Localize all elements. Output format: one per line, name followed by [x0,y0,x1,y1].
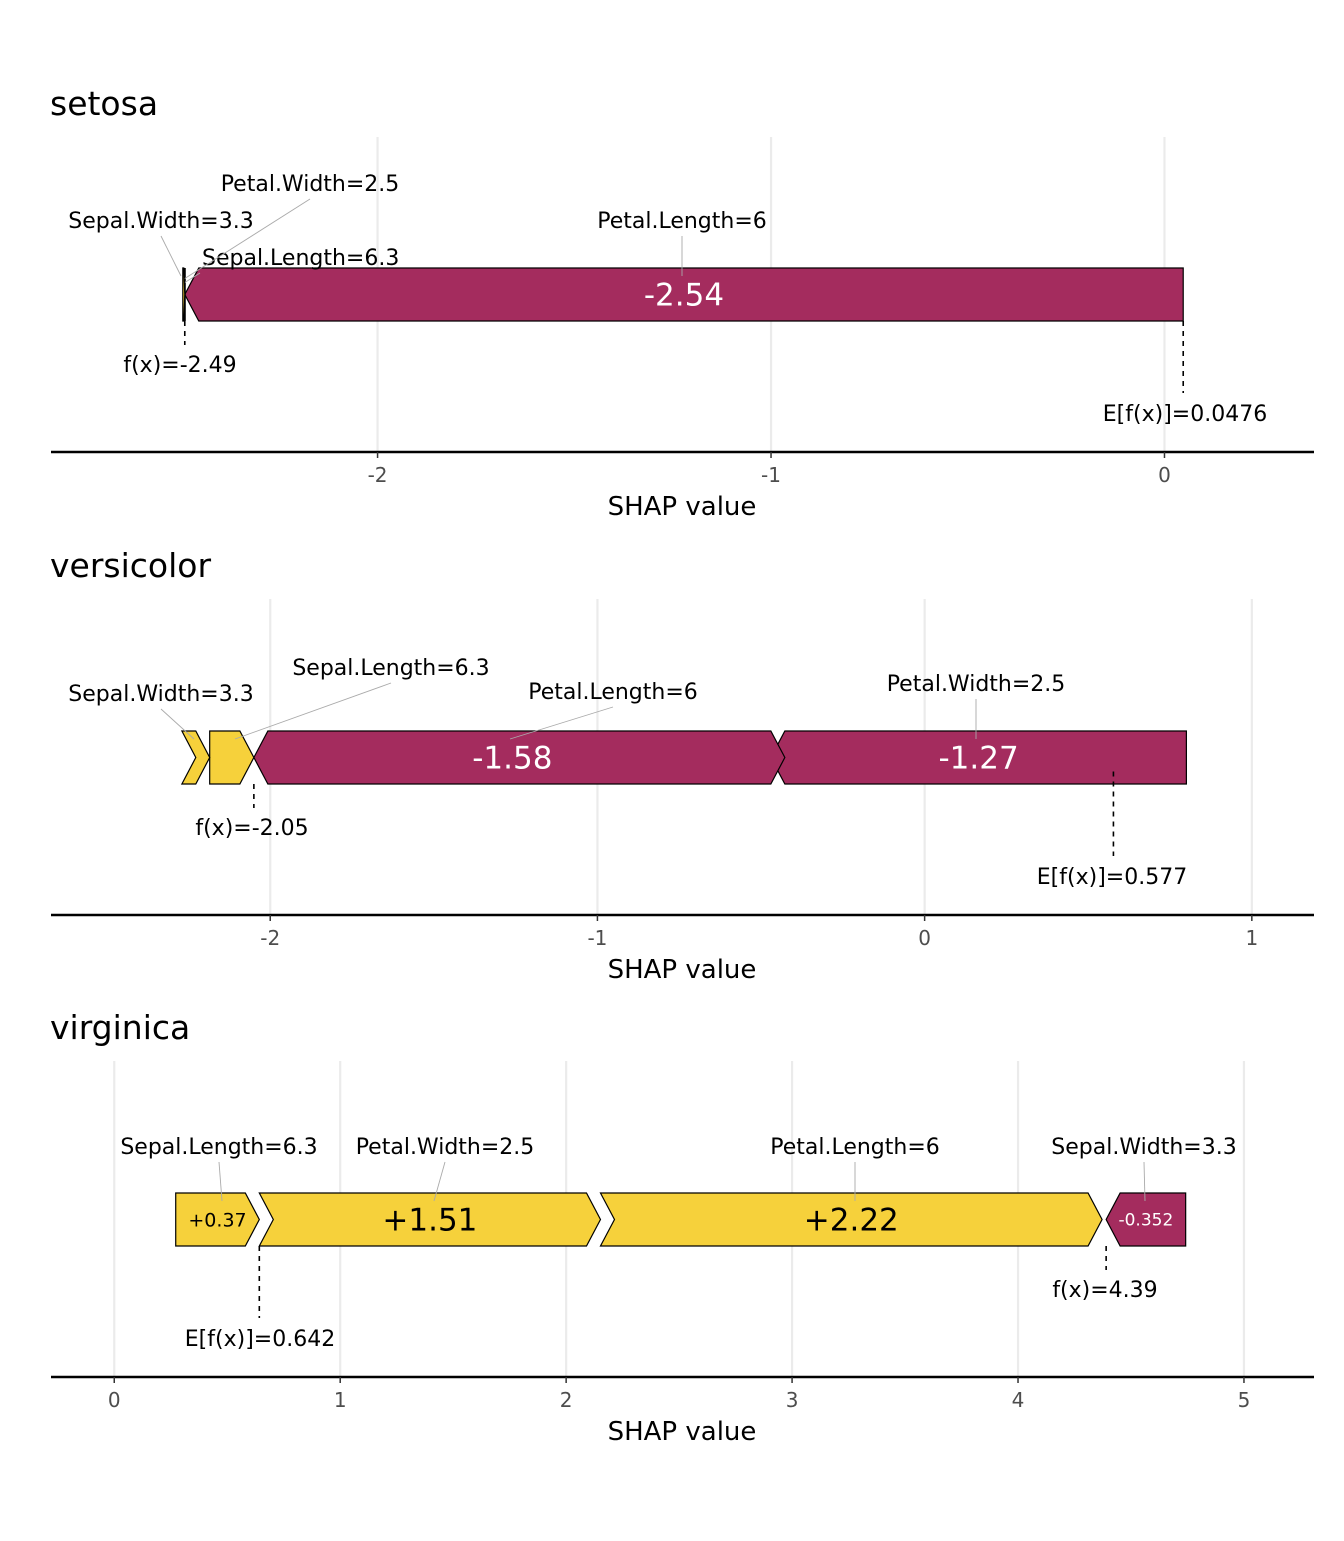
contribution-segment [184,267,1184,322]
fx-label: f(x)=-2.05 [195,816,308,841]
segment-value-label: -2.54 [644,278,724,314]
leader-line [433,1161,446,1202]
x-tick-label: 4 [1012,1388,1025,1412]
x-tick-label: -1 [761,463,781,487]
fx-label: f(x)=4.39 [1052,1278,1157,1303]
x-tick-label: -2 [260,926,280,950]
contribution-segment [175,1192,260,1247]
x-tick-label: -2 [368,463,388,487]
segment-value-label: -1.58 [472,741,552,777]
feature-label: Petal.Length=6 [528,680,698,705]
efx-label: E[f(x)]=0.577 [1037,865,1187,890]
leader-line [160,708,195,740]
feature-label: Sepal.Width=3.3 [1051,1135,1236,1160]
x-tick-label: 2 [560,1388,573,1412]
x-axis-label: SHAP value [608,955,757,985]
efx-label: E[f(x)]=0.0476 [1103,402,1267,427]
feature-label: Sepal.Length=6.3 [292,656,489,681]
panel-title: virginica [50,1008,190,1047]
x-tick-label: 1 [334,1388,347,1412]
x-axis-label: SHAP value [608,1417,757,1447]
feature-label: Sepal.Length=6.3 [120,1135,317,1160]
feature-label: Petal.Length=6 [597,209,767,234]
leader-line [509,706,614,740]
x-tick-label: 0 [1158,463,1171,487]
leader-line [160,235,182,277]
contribution-segment [1105,1192,1187,1247]
panel-title: versicolor [50,546,211,585]
feature-label: Petal.Width=2.5 [356,1135,535,1160]
contribution-segment [770,730,1187,785]
x-tick-label: -1 [587,926,607,950]
feature-label: Sepal.Width=3.3 [68,209,253,234]
segment-value-label: -1.27 [939,741,1019,777]
feature-label: Petal.Width=2.5 [221,172,400,197]
contribution-segment [599,1192,1103,1247]
x-tick-label: 0 [918,926,931,950]
segment-value-label: +0.37 [188,1209,246,1231]
segment-value-label: +1.51 [382,1203,477,1239]
leader-line [218,1161,223,1202]
x-tick-label: 5 [1238,1388,1251,1412]
leader-line [234,682,392,740]
segment-value-label: -0.352 [1118,1211,1173,1231]
leader-line [183,198,311,280]
x-tick-label: 0 [108,1388,121,1412]
contribution-segment [253,730,786,785]
panel-title: setosa [50,84,158,123]
feature-label: Sepal.Width=3.3 [68,682,253,707]
contribution-segment [209,730,255,785]
feature-label: Petal.Length=6 [770,1135,940,1160]
feature-label: Sepal.Length=6.3 [202,246,399,271]
leader-line [183,272,201,284]
fx-label: f(x)=-2.49 [123,353,236,378]
contribution-segment [180,730,211,785]
x-axis-label: SHAP value [608,492,757,522]
x-tick-label: 3 [786,1388,799,1412]
x-tick-label: 1 [1245,926,1258,950]
leader-line [1143,1161,1146,1202]
segment-value-label: +2.22 [804,1203,899,1239]
efx-label: E[f(x)]=0.642 [185,1327,335,1352]
feature-label: Petal.Width=2.5 [887,672,1066,697]
contribution-segment [182,267,186,322]
contribution-segment [258,1192,602,1247]
